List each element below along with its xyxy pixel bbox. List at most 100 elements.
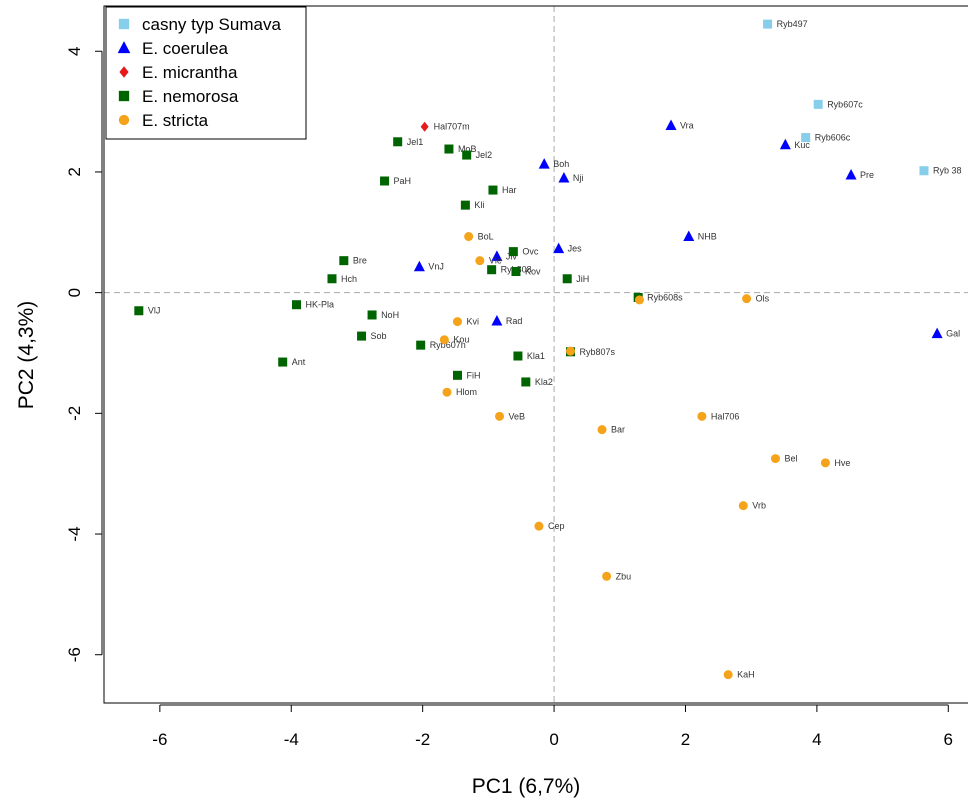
point-label: Kla2: [535, 377, 553, 387]
point-circle-4-16: [565, 346, 575, 356]
point-label: Nji: [573, 173, 584, 183]
point-triangle-1-9: [491, 315, 503, 326]
point-label: Jes: [568, 244, 583, 254]
point-label: BoL: [478, 232, 494, 242]
point-label: Har: [502, 185, 517, 195]
point-label: Hal707m: [434, 122, 470, 132]
legend-entry: E. micrantha: [142, 63, 238, 82]
point-label: Pre: [860, 170, 874, 180]
point-label: NHB: [698, 232, 717, 242]
point-circle-4-0: [464, 232, 474, 242]
legend-entry: E. coerulea: [142, 39, 229, 58]
point-label: Ryb807s: [579, 347, 615, 357]
point-circle-4-14: [723, 670, 733, 680]
point-label: Ryb497: [777, 19, 808, 29]
x-tick-label: 6: [944, 730, 953, 749]
point-label: PaH: [394, 176, 412, 186]
point-square-3-0: [393, 137, 403, 147]
point-square-3-10: [327, 274, 337, 284]
point-label: Bre: [353, 256, 367, 266]
x-axis-title: PC1 (6,7%): [472, 775, 581, 798]
point-square-0-1: [813, 99, 823, 109]
legend-entry: casny typ Sumava: [142, 15, 281, 34]
point-label: Ryb606c: [815, 133, 851, 143]
point-square-3-12: [134, 306, 144, 316]
y-tick-label: -6: [65, 647, 84, 662]
point-label: Kou: [453, 335, 469, 345]
legend-marker: [117, 41, 131, 54]
point-label: VeB: [509, 411, 526, 421]
point-square-3-16: [416, 340, 426, 350]
point-label: Kuc: [794, 140, 810, 150]
x-tick-label: -4: [284, 730, 299, 749]
y-axis-title: PC2 (4,3%): [15, 301, 38, 410]
point-label: Ryb608s: [647, 292, 683, 302]
legend-marker: [118, 90, 130, 102]
point-square-3-7: [339, 256, 349, 266]
point-label: Kov: [525, 267, 541, 277]
point-label: Vle: [489, 256, 502, 266]
point-square-3-11: [562, 274, 572, 284]
point-square-3-15: [357, 331, 367, 341]
point-square-0-0: [763, 19, 773, 29]
point-circle-4-13: [602, 571, 612, 581]
point-square-3-6: [508, 247, 518, 257]
point-square-3-18: [278, 357, 288, 367]
point-label: JiH: [576, 274, 589, 284]
point-label: Hch: [341, 274, 357, 284]
point-label: Hlom: [456, 387, 477, 397]
point-label: VlJ: [148, 306, 161, 316]
point-square-3-19: [452, 370, 462, 380]
point-label: Jiv: [506, 251, 517, 261]
legend-box: [105, 6, 307, 140]
point-circle-4-9: [770, 454, 780, 464]
point-label: Bel: [784, 454, 797, 464]
point-label: NoH: [381, 310, 399, 320]
legend-marker: [118, 114, 130, 126]
point-triangle-1-4: [558, 171, 570, 183]
plot-area: Ryb497 Ryb607c Ryb606c Ryb 38 Vra Kuc Pre Boh Nj…: [104, 6, 968, 703]
point-circle-4-6: [495, 411, 505, 421]
point-label: Ryb 38: [933, 166, 962, 176]
y-tick-label: -2: [65, 406, 84, 421]
point-square-3-5: [460, 200, 470, 210]
point-circle-4-15: [634, 295, 644, 305]
y-tick-label: 0: [65, 288, 84, 297]
legend-entry: E. stricta: [142, 111, 209, 130]
point-triangle-1-7: [413, 260, 425, 272]
y-tick-label: -4: [65, 526, 84, 541]
axes: -6 -4 -2 0 2 4 6 -6 -4 -2 0 2 4: [65, 5, 968, 749]
point-label: Ovc: [522, 247, 539, 257]
point-label: Ryb607n: [430, 340, 466, 350]
y-tick-label: 2: [65, 167, 84, 176]
point-label: Gal: [946, 329, 960, 339]
point-label: Ryb607c: [827, 99, 863, 109]
x-tick-label: 0: [549, 730, 558, 749]
point-label: Zbu: [616, 571, 632, 581]
point-triangle-1-10: [931, 327, 943, 339]
point-circle-4-11: [738, 501, 748, 511]
point-square-3-3: [380, 176, 390, 186]
point-square-3-4: [488, 185, 498, 195]
point-square-3-2: [462, 150, 472, 160]
point-square-3-17: [513, 351, 523, 361]
point-label: HK-Pla: [306, 300, 335, 310]
point-label: Ant: [292, 357, 306, 367]
point-square-3-13: [292, 300, 302, 310]
point-circle-4-5: [442, 387, 452, 397]
point-label: Bar: [611, 425, 625, 435]
point-label: KaH: [737, 670, 755, 680]
point-circle-4-8: [697, 411, 707, 421]
x-tick-label: -6: [152, 730, 167, 749]
point-label: Vrb: [752, 501, 766, 511]
point-square-3-14: [367, 310, 377, 320]
point-square-0-3: [919, 166, 929, 176]
point-label: Rad: [506, 316, 523, 326]
point-label: Ols: [756, 294, 770, 304]
point-square-0-2: [801, 133, 811, 143]
point-label: Kvi: [466, 317, 479, 327]
point-label: Kli: [474, 200, 484, 210]
point-circle-4-2: [742, 294, 752, 304]
point-circle-4-10: [820, 458, 830, 468]
